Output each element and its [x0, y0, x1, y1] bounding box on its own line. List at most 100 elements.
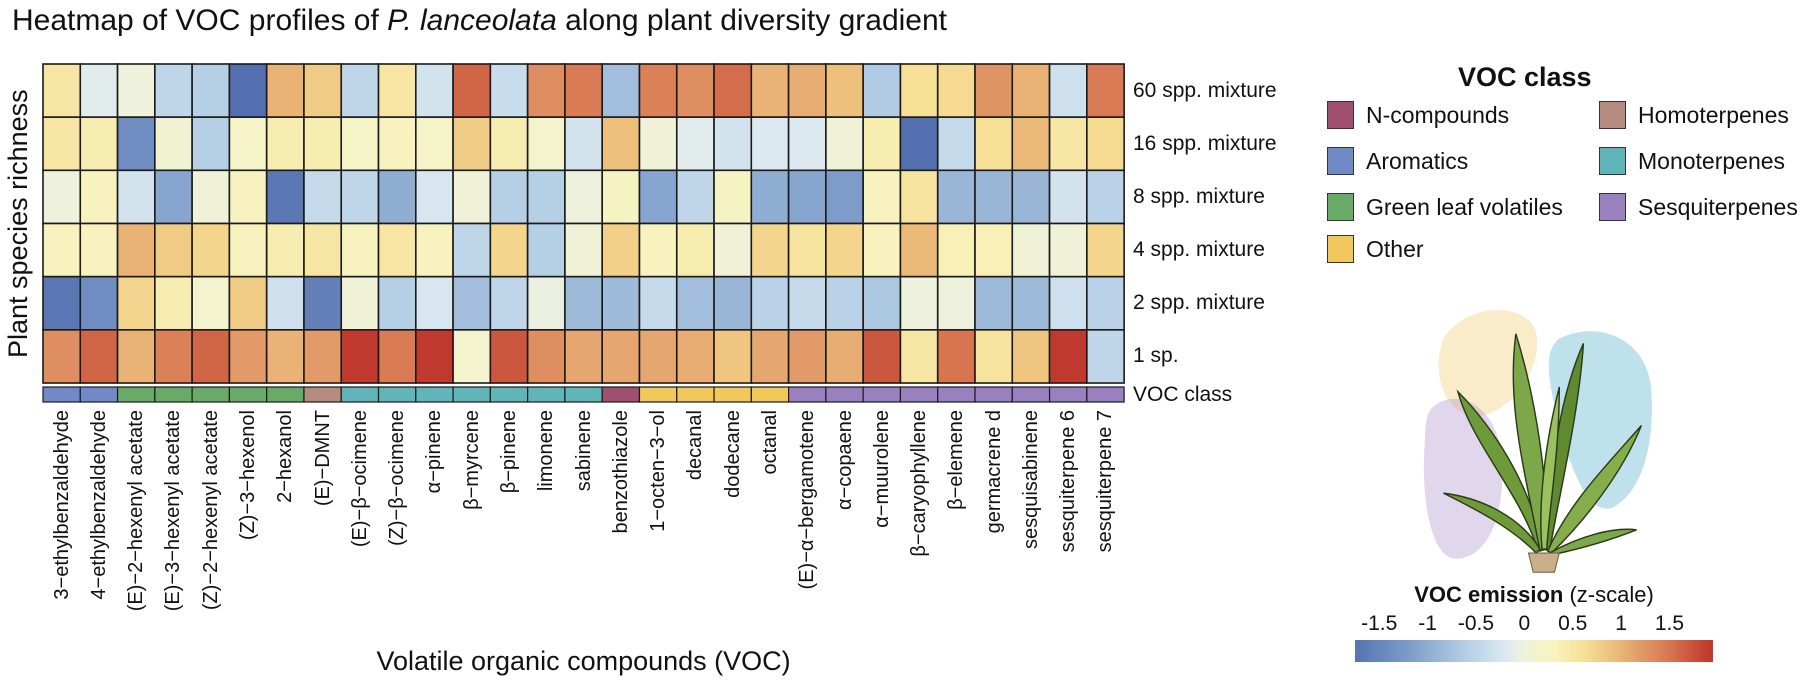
heatmap-cell: [154, 169, 193, 225]
heatmap-cell: [1086, 329, 1125, 384]
heatmap-cell: [154, 329, 193, 384]
colorbar-segment: [1415, 640, 1418, 662]
row-label: 8 spp. mixture: [1133, 184, 1265, 208]
heatmap-cell: [303, 116, 343, 172]
heatmap-cell: [228, 222, 268, 278]
heatmap-cell: [787, 169, 827, 225]
legend-swatch: [1599, 101, 1626, 129]
colorbar-segment: [1585, 640, 1588, 662]
colorbar-segment: [1391, 640, 1394, 662]
colorbar-segment: [1691, 640, 1694, 662]
heatmap-cell: [713, 169, 753, 225]
column-label: α−copaene: [833, 410, 856, 510]
heatmap-cell: [862, 116, 902, 172]
voc-class-cell: [713, 386, 752, 403]
legend-label: Green leaf volatiles: [1366, 193, 1563, 220]
column-label: benzothiazole: [609, 410, 632, 534]
heatmap-cell: [638, 222, 678, 278]
colorbar-segment: [1637, 640, 1640, 662]
heatmap-cell: [1048, 116, 1088, 172]
heatmap-cell: [79, 63, 119, 118]
colorbar-segment: [1479, 640, 1482, 662]
colorbar-segment: [1627, 640, 1630, 662]
colorbar-segment: [1631, 640, 1634, 662]
voc-class-cell: [787, 386, 827, 403]
colorbar-tick-label: -1.5: [1361, 612, 1398, 635]
voc-class-cell: [1048, 386, 1088, 403]
colorbar-segment: [1363, 640, 1366, 662]
colorbar-segment: [1425, 640, 1428, 662]
voc-class-cell: [638, 386, 678, 403]
heatmap-cell: [1086, 116, 1125, 172]
colorbar-segment: [1517, 640, 1520, 662]
colorbar-segment: [1537, 640, 1540, 662]
heatmap-cell: [899, 169, 939, 225]
colorbar-segment: [1651, 640, 1654, 662]
colorbar-segment: [1393, 640, 1396, 662]
heatmap-cell: [265, 329, 305, 384]
heatmap-cell: [265, 275, 305, 331]
colorbar-segment: [1389, 640, 1392, 662]
heatmap-cell: [750, 222, 790, 278]
heatmap-cell: [750, 116, 790, 172]
heatmap-cell: [116, 222, 156, 278]
heatmap-cell: [601, 222, 641, 278]
heatmap-cell: [377, 63, 417, 118]
colorbar-segment: [1605, 640, 1608, 662]
colorbar-segment: [1485, 640, 1488, 662]
heatmap-cell: [154, 275, 193, 331]
colorbar-segment: [1563, 640, 1566, 662]
colorbar-segment: [1603, 640, 1606, 662]
heatmap-cell: [750, 275, 790, 331]
colorbar-segment: [1599, 640, 1602, 662]
heatmap-cell: [787, 222, 827, 278]
colorbar-segment: [1595, 640, 1598, 662]
heatmap-cell: [601, 63, 641, 118]
voc-class-cell: [340, 386, 380, 403]
heatmap-cell: [787, 116, 827, 172]
colorbar-segment: [1693, 640, 1696, 662]
colorbar-segment: [1615, 640, 1618, 662]
colorbar-segment: [1573, 640, 1576, 662]
heatmap-cell: [414, 275, 454, 331]
heatmap-cell: [638, 169, 678, 225]
colorbar-segment: [1677, 640, 1680, 662]
colorbar-segment: [1429, 640, 1432, 662]
colorbar-segment: [1433, 640, 1436, 662]
heatmap-cell: [340, 222, 380, 278]
colorbar-segment: [1551, 640, 1554, 662]
heatmap-cell: [601, 116, 641, 172]
voc-class-cell: [750, 386, 790, 403]
heatmap-cell: [377, 275, 417, 331]
heatmap-cell: [42, 329, 82, 384]
colorbar-segment: [1623, 640, 1626, 662]
colorbar-segment: [1589, 640, 1592, 662]
heatmap-cell: [228, 329, 268, 384]
colorbar-segment: [1643, 640, 1646, 662]
colorbar-segment: [1579, 640, 1582, 662]
colorbar-segment: [1399, 640, 1402, 662]
heatmap-cell: [899, 116, 939, 172]
colorbar-segment: [1377, 640, 1380, 662]
colorbar-segment: [1409, 640, 1412, 662]
heatmap-cell: [936, 222, 976, 278]
column-label: α−muurolene: [870, 410, 893, 528]
heatmap-cell: [489, 116, 529, 172]
heatmap-cell: [713, 275, 753, 331]
voc-class-cell: [377, 386, 417, 403]
colorbar-segment: [1527, 640, 1530, 662]
colorbar-segment: [1673, 640, 1676, 662]
colorbar-segment: [1457, 640, 1460, 662]
heatmap-cell: [303, 63, 343, 118]
heatmap-cell: [974, 169, 1014, 225]
colorbar-segment: [1611, 640, 1614, 662]
heatmap-cell: [1011, 222, 1051, 278]
colorbar-segment: [1359, 640, 1362, 662]
voc-class-cell: [489, 386, 529, 403]
heatmap-cell: [750, 329, 790, 384]
colorbar-segment: [1641, 640, 1644, 662]
heatmap-cell: [526, 169, 566, 225]
column-label: (Z)−β−ocimene: [386, 410, 409, 546]
colorbar-segment: [1647, 640, 1650, 662]
colorbar-segment: [1587, 640, 1590, 662]
